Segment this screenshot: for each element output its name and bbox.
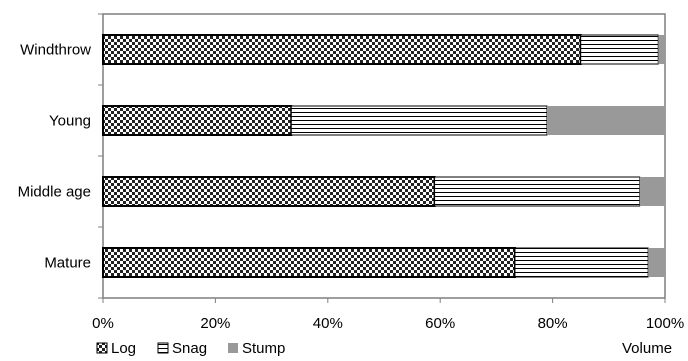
bars-layer (102, 34, 665, 278)
bar-young-stump (546, 106, 665, 135)
bar-windthrow-log (102, 34, 582, 65)
x-tick-label-20: 20% (200, 315, 230, 332)
x-tick-label-80: 80% (538, 315, 568, 332)
bar-young-snag (290, 105, 548, 136)
bar-mature-log (102, 247, 516, 278)
x-tick-label-40: 40% (313, 315, 343, 332)
bar-middle-age-stump (639, 177, 665, 206)
legend-swatch-stump (228, 343, 238, 353)
bar-mature-stump (648, 248, 665, 277)
bar-middle-age-snag (434, 176, 641, 207)
legend-label-stump: Stump (242, 340, 285, 356)
x-axis-title: Volume (622, 340, 672, 356)
legend-swatch-log (96, 342, 108, 354)
y-tick-label-middle-age: Middle age (18, 184, 91, 201)
bar-mature-snag (514, 247, 649, 278)
legend-label-log: Log (111, 340, 136, 356)
y-axis: Windthrow Young Middle age Mature (18, 13, 103, 299)
legend: Log Snag Stump (96, 340, 285, 357)
legend-swatch-snag (157, 342, 169, 354)
bar-windthrow-snag (580, 34, 659, 65)
x-tick-label-0: 0% (92, 315, 114, 332)
bar-young-log (102, 105, 293, 136)
x-axis: 0% 20% 40% 60% 80% 100% (92, 298, 684, 332)
bar-windthrow-stump (658, 35, 665, 64)
x-tick-label-60: 60% (425, 315, 455, 332)
bar-middle-age-log (102, 176, 436, 207)
legend-label-snag: Snag (172, 340, 207, 356)
x-tick-label-100: 100% (646, 315, 684, 332)
y-tick-label-mature: Mature (44, 255, 91, 272)
y-tick-label-young: Young (49, 113, 91, 130)
y-tick-label-windthrow: Windthrow (20, 42, 91, 59)
